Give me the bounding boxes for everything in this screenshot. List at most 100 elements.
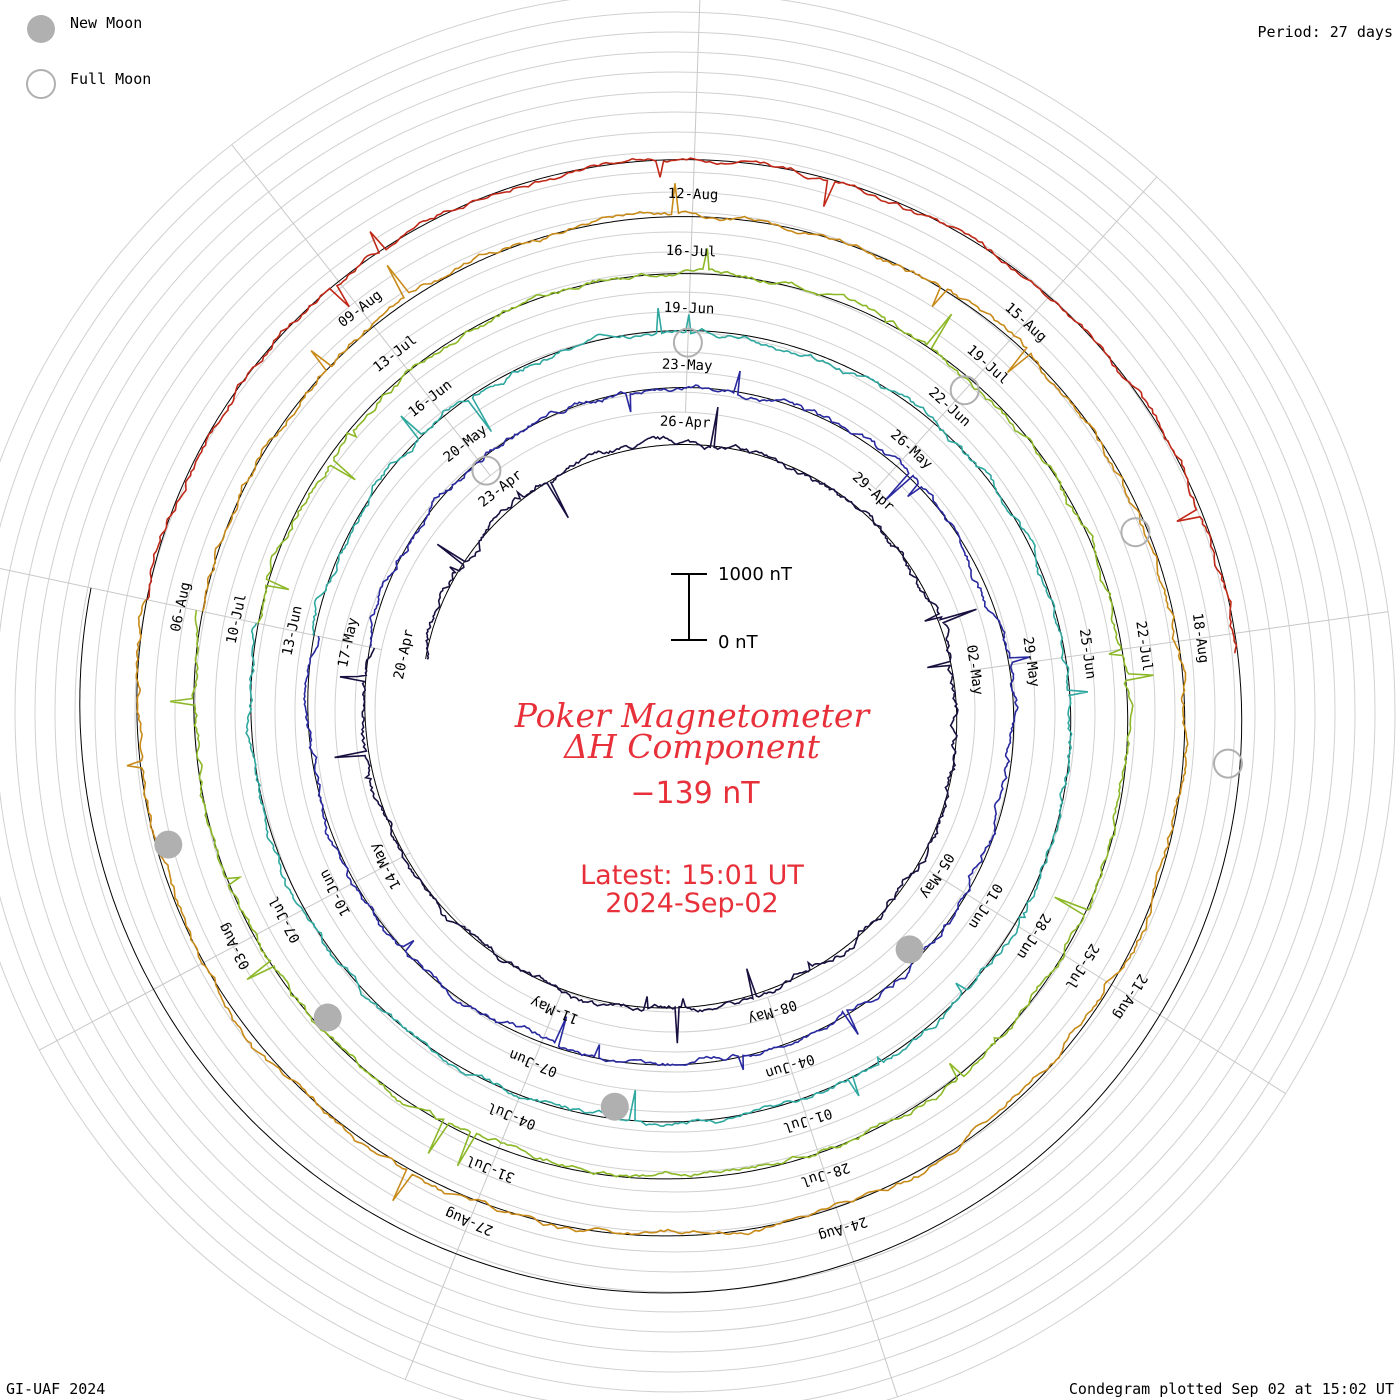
tick-label: 26-Apr [660, 414, 711, 432]
chart-title-line1: Poker Magnetometer [514, 696, 872, 735]
grid-circle [134, 171, 1216, 1253]
grid-circle [314, 351, 1036, 1073]
grid-circle [294, 331, 1056, 1093]
trace-line [146, 157, 1238, 654]
tick-label: 11-May [528, 993, 581, 1027]
tick-label: 22-Jul [1132, 620, 1155, 672]
trace-line [169, 248, 1154, 1178]
credit-label: GI-UAF 2024 [6, 1380, 106, 1398]
tick-label: 26-May [887, 427, 935, 473]
trace-layer [126, 157, 1238, 1236]
tick-label: 01-Jul [781, 1105, 834, 1136]
tick-label: 20-May [441, 422, 491, 466]
full-moon-icon [26, 69, 56, 99]
tick-label: 31-Jul [464, 1152, 517, 1186]
chart-title-line2: ΔH Component [562, 727, 821, 766]
grid-circle [214, 251, 1136, 1173]
full-moon-marker [949, 375, 980, 406]
current-value: −139 nT [630, 776, 760, 811]
tick-label: 15-Aug [1001, 300, 1049, 346]
grid-spoke [39, 852, 411, 1051]
new-moon-marker [313, 1003, 342, 1032]
grid-spoke [404, 989, 564, 1380]
tick-label: 02-May [963, 644, 986, 696]
grid-circle [274, 311, 1076, 1113]
scale-bar: 1000 nT 0 nT [671, 564, 793, 653]
tick-label: 04-Jul [485, 1099, 538, 1133]
plotted-label: Condegram plotted Sep 02 at 15:02 UT [1068, 1380, 1394, 1398]
tick-label: 10-Jul [224, 592, 250, 645]
tick-label: 22-Jun [925, 384, 973, 430]
tick-label: 20-Apr [391, 628, 417, 681]
new-moon-icon [27, 15, 55, 43]
latest-date: 2024-Sep-02 [605, 888, 778, 919]
tick-label: 24-Aug [816, 1213, 869, 1244]
tick-label: 01-Jun [965, 880, 1005, 931]
scale-top-label: 1000 nT [718, 564, 793, 585]
grid-circle [74, 111, 1276, 1313]
new-moon-marker [154, 830, 183, 859]
grid-circle [94, 131, 1256, 1293]
tick-label: 03-Aug [216, 920, 254, 972]
grid-spoke [875, 176, 1158, 490]
grid-circle [114, 151, 1236, 1273]
new-moon-marker [600, 1092, 629, 1121]
tick-label: 07-Jun [507, 1046, 560, 1080]
tick-label: 19-Jun [663, 300, 714, 318]
moon-marker-layer [154, 327, 1243, 1121]
tick-label: 13-Jun [280, 604, 306, 657]
full-moon-label: Full Moon [70, 70, 152, 88]
grid-circle [354, 391, 996, 1033]
tick-label: 12-Aug [667, 186, 718, 204]
grid-spoke [972, 611, 1389, 671]
tick-label: 10-Jun [316, 866, 354, 918]
new-moon-marker [895, 935, 924, 964]
tick-label: 13-Jul [370, 332, 420, 376]
trace-line [245, 307, 1089, 1128]
tick-label: 29-May [1019, 636, 1042, 688]
new-moon-label: New Moon [70, 14, 143, 32]
grid-spoke [684, 0, 701, 413]
grid-circle [14, 51, 1336, 1373]
tick-label: 28-Jul [799, 1159, 852, 1190]
tick-label: 19-Jul [963, 342, 1011, 388]
full-moon-marker [1213, 748, 1243, 779]
grid-circle [34, 71, 1316, 1353]
tick-label: 08-May [746, 996, 799, 1027]
period-label: Period: 27 days [1257, 23, 1393, 41]
full-moon-marker [672, 327, 703, 358]
tick-label: 09-Aug [335, 287, 385, 331]
grid-circle [174, 211, 1176, 1213]
grid-spoke [767, 997, 898, 1397]
tick-label: 17-May [335, 616, 361, 669]
trace-line [334, 406, 977, 1044]
scale-bottom-label: 0 nT [718, 632, 759, 653]
grid-spoke [929, 870, 1286, 1094]
legend-markers [26, 15, 56, 99]
grid-spoke [231, 144, 491, 476]
tick-label: 06-Aug [168, 581, 194, 634]
tick-label: 25-Jun [1076, 628, 1099, 680]
tick-label: 25-Jul [1062, 941, 1102, 992]
latest-time: Latest: 15:01 UT [580, 860, 804, 891]
tick-label: 21-Aug [1110, 971, 1150, 1022]
trace-line [303, 370, 1031, 1071]
full-moon-marker [1120, 517, 1151, 548]
grid-circle [254, 291, 1096, 1133]
trace-line [126, 183, 1189, 1236]
grid-circle [234, 271, 1116, 1153]
grid-spoke [0, 568, 382, 651]
grid-circle [54, 91, 1296, 1333]
tick-label: 18-Aug [1189, 612, 1212, 664]
grid-circle [0, 31, 1356, 1393]
full-moon-marker [471, 455, 502, 486]
tick-label: 16-Jul [665, 243, 716, 261]
tick-label: 04-Jun [763, 1050, 816, 1081]
tick-label: 23-May [662, 357, 713, 375]
grid-circle [0, 11, 1376, 1400]
tick-label: 07-Jul [266, 893, 304, 945]
